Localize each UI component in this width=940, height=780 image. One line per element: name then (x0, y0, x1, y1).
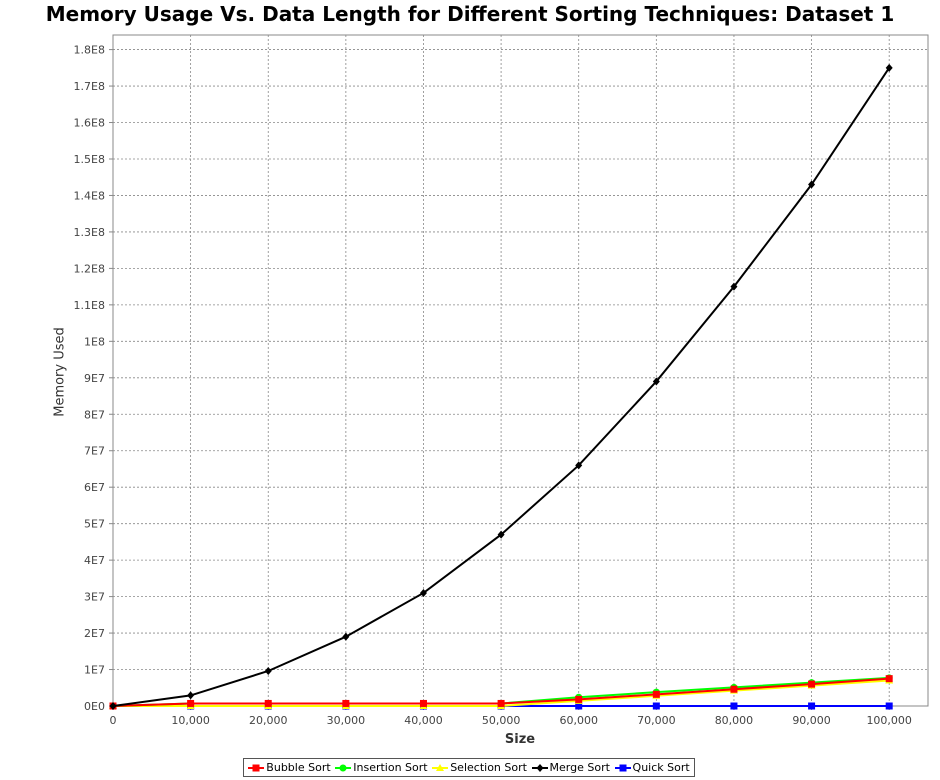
x-tick-label: 70,000 (637, 714, 676, 727)
legend-label: Quick Sort (632, 761, 690, 774)
y-tick-label: 1E8 (84, 335, 105, 348)
y-tick-label: 1E7 (84, 664, 105, 677)
legend-item-selection-sort: Selection Sort (432, 761, 527, 774)
y-tick-label: 7E7 (84, 445, 105, 458)
legend-item-merge-sort: Merge Sort (531, 761, 610, 774)
bubble-sort-point (187, 699, 195, 707)
merge-sort-point (808, 180, 816, 189)
y-tick-label: 1.3E8 (74, 226, 105, 239)
merge-sort-point (109, 702, 117, 710)
x-tick-label: 80,000 (715, 714, 754, 727)
quick-sort-point (730, 702, 738, 710)
y-tick-label: 1.6E8 (74, 117, 105, 130)
y-tick-label: 9E7 (84, 372, 105, 385)
chart-legend: Bubble Sort Insertion Sort Selection Sort M… (243, 758, 695, 777)
bubble-sort-point (808, 680, 816, 688)
merge-sort-point (497, 530, 505, 539)
y-tick-label: 8E7 (84, 408, 105, 421)
y-tick-label: 1.2E8 (74, 262, 105, 275)
merge-sort-point (419, 588, 427, 597)
x-tick-label: 60,000 (559, 714, 598, 727)
y-tick-label: 4E7 (84, 554, 105, 567)
x-tick-label: 50,000 (482, 714, 521, 727)
x-tick-label: 40,000 (404, 714, 443, 727)
chart-title: Memory Usage Vs. Data Length for Differe… (45, 2, 895, 26)
y-tick-label: 5E7 (84, 518, 105, 531)
x-tick-label: 90,000 (792, 714, 831, 727)
y-tick-label: 1.5E8 (74, 153, 105, 166)
y-tick-label: 1.4E8 (74, 189, 105, 202)
bubble-sort-point (652, 690, 660, 698)
merge-sort-point (342, 632, 350, 641)
merge-sort-point (187, 691, 195, 700)
merge-sort-point (264, 666, 272, 675)
bubble-sort-point (575, 695, 583, 703)
legend-label: Bubble Sort (266, 761, 331, 774)
plot-area (112, 34, 929, 707)
x-tick-label: 20,000 (249, 714, 288, 727)
legend-item-bubble-sort: Bubble Sort (248, 761, 331, 774)
x-tick-label: 30,000 (327, 714, 366, 727)
legend-label: Selection Sort (450, 761, 527, 774)
quick-sort-point (885, 702, 893, 710)
bubble-sort-point (419, 699, 427, 707)
y-tick-label: 3E7 (84, 591, 105, 604)
merge-sort-point (575, 461, 583, 470)
legend-item-insertion-sort: Insertion Sort (335, 761, 428, 774)
merge-sort-point (652, 377, 660, 386)
legend-swatch (614, 764, 631, 771)
legend-swatch (531, 763, 548, 772)
quick-sort-point (652, 702, 660, 710)
legend-swatch (432, 763, 449, 771)
y-tick-label: 6E7 (84, 481, 105, 494)
x-tick-label: 0 (110, 714, 117, 727)
bubble-sort-point (730, 685, 738, 693)
legend-swatch (248, 764, 265, 771)
x-axis-label: Size (504, 732, 536, 747)
bubble-sort-point (885, 675, 893, 683)
x-tick-label: 10,000 (171, 714, 210, 727)
y-tick-label: 0E0 (84, 700, 105, 713)
bubble-sort-point (264, 699, 272, 707)
merge-sort-point (730, 282, 738, 291)
x-tick-label: 100,000 (866, 714, 912, 727)
bubble-sort-point (342, 699, 350, 707)
y-tick-label: 1.1E8 (74, 299, 105, 312)
legend-label: Insertion Sort (353, 761, 428, 774)
y-tick-label: 1.7E8 (74, 80, 105, 93)
merge-sort-point (885, 63, 893, 72)
legend-label: Merge Sort (549, 761, 610, 774)
quick-sort-point (575, 702, 583, 710)
y-tick-label: 1.8E8 (74, 44, 105, 57)
legend-item-quick-sort: Quick Sort (614, 761, 690, 774)
y-axis-label: Memory Used (52, 327, 68, 417)
y-tick-label: 2E7 (84, 627, 105, 640)
quick-sort-point (808, 702, 816, 710)
legend-swatch (335, 764, 352, 771)
bubble-sort-point (497, 699, 505, 707)
